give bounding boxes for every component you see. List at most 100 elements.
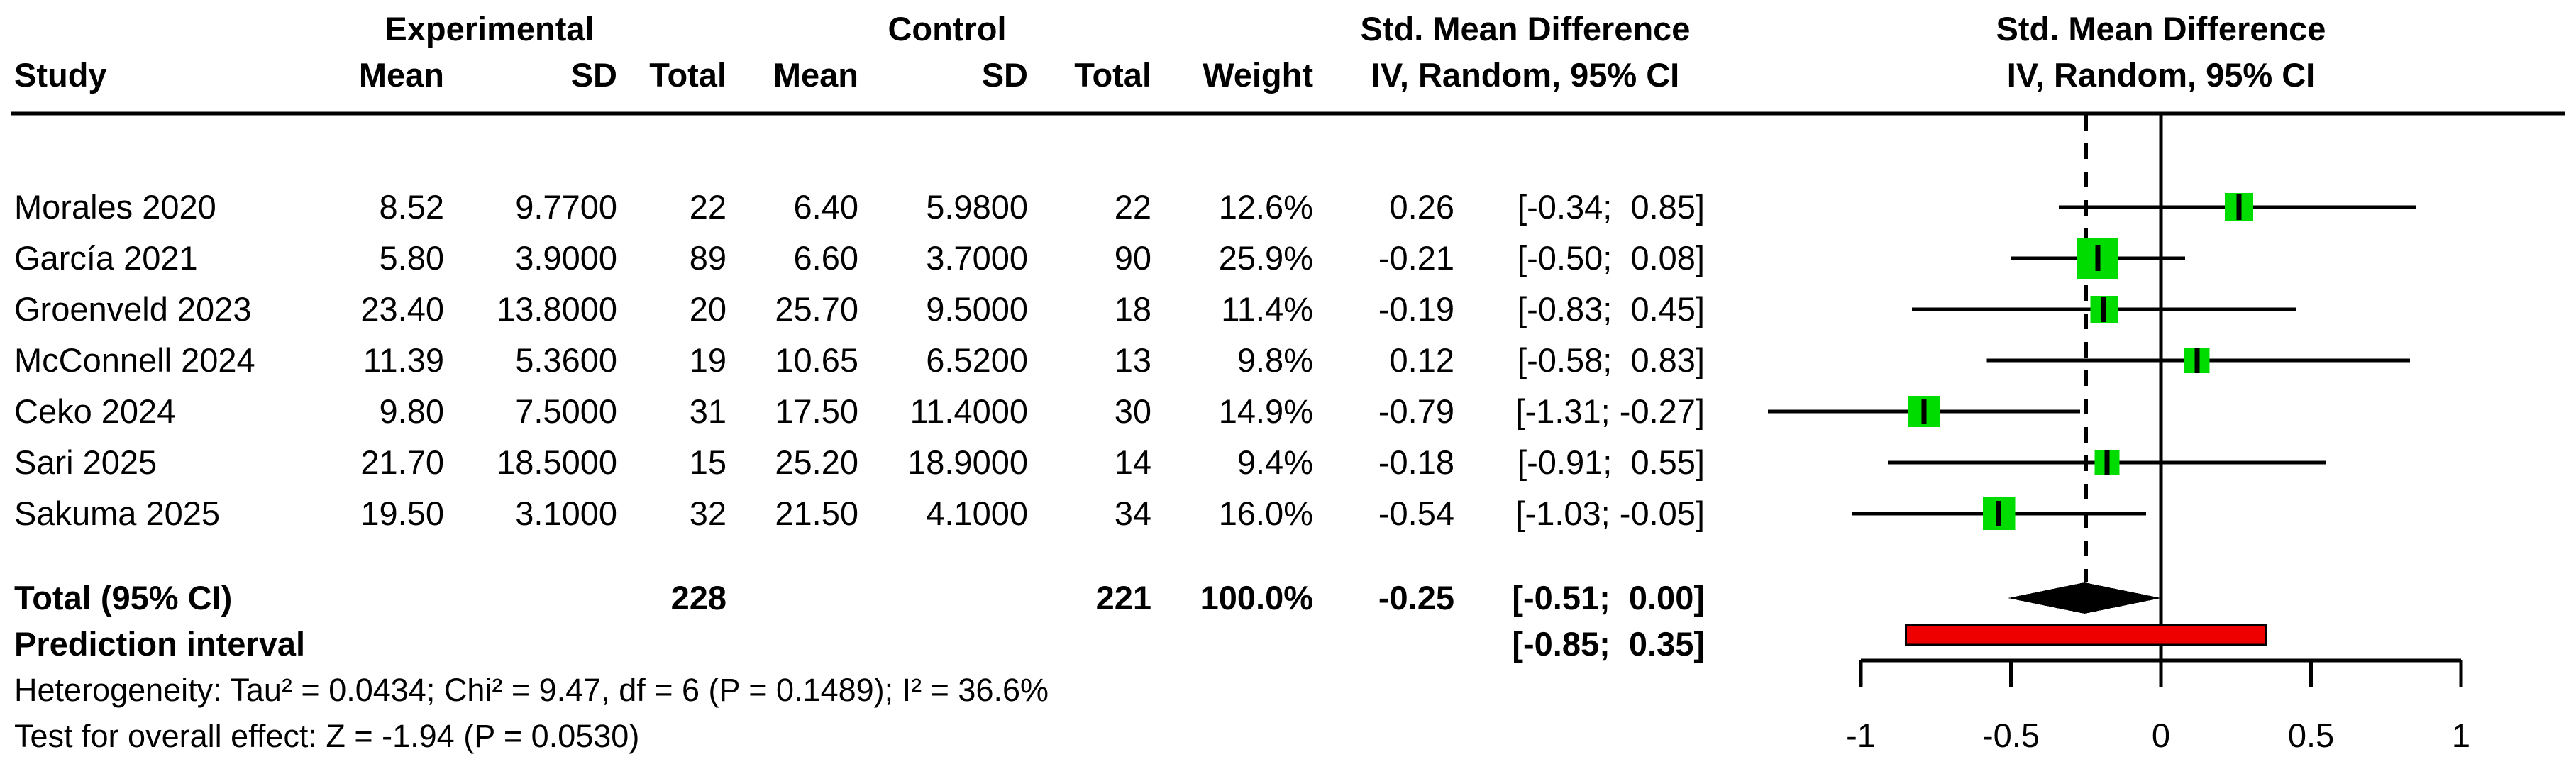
smd-estimate: -0.19	[1378, 290, 1454, 328]
weight: 11.4%	[1221, 290, 1313, 328]
study-name: Sakuma 2025	[14, 494, 221, 532]
total-label: Total (95% CI)	[14, 579, 233, 617]
exp-mean: 9.80	[379, 392, 444, 430]
ctrl-mean: 17.50	[775, 392, 858, 430]
col-header-ctrl-sd: SD	[981, 56, 1028, 94]
ctrl-total: 13	[1114, 341, 1151, 379]
exp-mean: 19.50	[360, 494, 444, 532]
ctrl-mean: 10.65	[775, 341, 858, 379]
study-name: Groenveld 2023	[14, 290, 252, 328]
exp-total: 20	[689, 290, 726, 328]
exp-sd: 18.5000	[497, 443, 617, 481]
ctrl-mean: 6.40	[793, 188, 858, 226]
ctrl-sd: 18.9000	[907, 443, 1028, 481]
exp-sd: 9.7700	[515, 188, 617, 226]
exp-total: 19	[689, 341, 726, 379]
prediction-interval-bar	[1904, 624, 2267, 646]
smd-ci: [-1.31; -0.27]	[1515, 392, 1706, 430]
x-axis-tick-label: -0.5	[1982, 717, 2040, 754]
smd-ci: [-0.91; 0.55]	[1518, 443, 1705, 481]
weight: 16.0%	[1218, 494, 1313, 532]
weight: 9.4%	[1237, 443, 1313, 481]
pooled-effect-diamond	[2008, 582, 2161, 614]
smd-estimate: -0.21	[1378, 239, 1454, 277]
smd-estimate: 0.26	[1389, 188, 1454, 226]
ctrl-mean: 21.50	[775, 494, 858, 532]
ctrl-total: 30	[1114, 392, 1151, 430]
smd-ci: [-1.03; -0.05]	[1515, 494, 1706, 532]
ctrl-total: 22	[1114, 188, 1151, 226]
ctrl-total: 14	[1114, 443, 1151, 481]
ctrl-total: 18	[1114, 290, 1151, 328]
ctrl-total: 90	[1114, 239, 1151, 277]
total-weight: 100.0%	[1200, 579, 1313, 617]
col-header-weight: Weight	[1203, 56, 1313, 94]
overall-effect-test: Test for overall effect: Z = -1.94 (P = …	[14, 718, 640, 754]
smd-plot-header-line1: Std. Mean Difference	[1996, 10, 2326, 48]
ctrl-total: 34	[1114, 494, 1151, 532]
ctrl-mean: 6.60	[793, 239, 858, 277]
col-header-exp-total: Total	[649, 56, 726, 94]
ctrl-mean: 25.20	[775, 443, 858, 481]
exp-sd: 5.3600	[515, 341, 617, 379]
col-header-exp-sd: SD	[570, 56, 617, 94]
heterogeneity-stats: Heterogeneity: Tau² = 0.0434; Chi² = 9.4…	[14, 672, 1049, 708]
weight: 25.9%	[1218, 239, 1313, 277]
smd-plot-header-line2: IV, Random, 95% CI	[2006, 56, 2316, 94]
group-header-experimental: Experimental	[385, 10, 595, 48]
exp-mean: 23.40	[360, 290, 444, 328]
study-name: García 2021	[14, 239, 198, 277]
exp-total: 31	[689, 392, 726, 430]
ctrl-sd: 9.5000	[926, 290, 1028, 328]
smd-estimate: -0.54	[1378, 494, 1454, 532]
exp-sd: 7.5000	[515, 392, 617, 430]
exp-total: 15	[689, 443, 726, 481]
exp-sd: 3.1000	[515, 494, 617, 532]
ctrl-sd: 3.7000	[926, 239, 1028, 277]
smd-ci: [-0.50; 0.08]	[1518, 239, 1705, 277]
group-header-control: Control	[888, 10, 1007, 48]
col-header-ctrl-mean: Mean	[773, 56, 858, 94]
ctrl-sd: 5.9800	[926, 188, 1028, 226]
ctrl-mean: 25.70	[775, 290, 858, 328]
col-header-study: Study	[14, 56, 107, 94]
ctrl-sd: 6.5200	[926, 341, 1028, 379]
exp-total: 22	[689, 188, 726, 226]
smd-ci: [-0.58; 0.83]	[1518, 341, 1705, 379]
col-header-exp-mean: Mean	[358, 56, 444, 94]
weight: 14.9%	[1218, 392, 1313, 430]
weight: 9.8%	[1237, 341, 1313, 379]
total-smd-ci: [-0.51; 0.00]	[1512, 579, 1705, 617]
prediction-interval-ci: [-0.85; 0.35]	[1512, 625, 1705, 663]
exp-total: 32	[689, 494, 726, 532]
prediction-interval-label: Prediction interval	[14, 625, 306, 663]
total-ctrl-n: 221	[1095, 579, 1151, 617]
smd-ci: [-0.83; 0.45]	[1518, 290, 1705, 328]
study-name: McConnell 2024	[14, 341, 255, 379]
smd-estimate: -0.18	[1378, 443, 1454, 481]
exp-sd: 13.8000	[497, 290, 617, 328]
smd-table-header-line2: IV, Random, 95% CI	[1371, 56, 1680, 94]
col-header-ctrl-total: Total	[1074, 56, 1151, 94]
x-axis-tick-label: -1	[1846, 717, 1876, 754]
exp-mean: 5.80	[379, 239, 444, 277]
smd-estimate: 0.12	[1389, 341, 1454, 379]
ctrl-sd: 4.1000	[926, 494, 1028, 532]
total-exp-n: 228	[670, 579, 726, 617]
x-axis-tick-label: 1	[2452, 717, 2470, 754]
exp-mean: 8.52	[379, 188, 444, 226]
ctrl-sd: 11.4000	[910, 392, 1028, 430]
smd-ci: [-0.34; 0.85]	[1518, 188, 1705, 226]
x-axis-tick-label: 0	[2152, 717, 2170, 754]
total-smd-estimate: -0.25	[1378, 579, 1454, 617]
smd-estimate: -0.79	[1378, 392, 1454, 430]
exp-total: 89	[689, 239, 726, 277]
exp-mean: 21.70	[360, 443, 444, 481]
exp-mean: 11.39	[363, 341, 444, 379]
study-name: Morales 2020	[14, 188, 216, 226]
smd-table-header-line1: Std. Mean Difference	[1360, 10, 1691, 48]
study-name: Sari 2025	[14, 443, 157, 481]
study-name: Ceko 2024	[14, 392, 176, 430]
